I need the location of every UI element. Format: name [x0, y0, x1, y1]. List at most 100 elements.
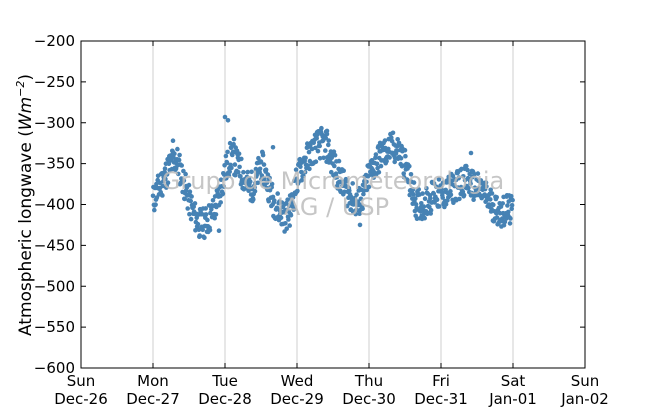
data-point	[283, 221, 288, 226]
y-axis-label-exponent: −2	[14, 81, 27, 97]
data-point	[484, 184, 489, 189]
data-point	[420, 191, 425, 196]
x-tick-label-date: Dec-30	[342, 390, 396, 408]
y-tick-label: −600	[34, 359, 75, 377]
data-point	[411, 192, 416, 197]
data-point	[187, 211, 192, 217]
y-axis-label-unit: Wm	[16, 97, 36, 130]
data-point	[461, 192, 467, 198]
data-point	[290, 200, 295, 205]
data-point	[411, 180, 417, 185]
data-point	[153, 202, 158, 207]
data-point	[256, 155, 261, 161]
data-point	[323, 148, 328, 153]
data-point	[238, 174, 243, 179]
data-point	[209, 207, 214, 212]
x-tick-label-day: Sun	[571, 372, 600, 390]
data-point	[331, 149, 337, 154]
data-point	[402, 147, 408, 153]
data-point	[216, 228, 222, 233]
data-point	[307, 166, 312, 172]
data-point	[384, 158, 389, 164]
data-point	[468, 181, 473, 186]
data-point	[248, 179, 253, 184]
data-point	[299, 169, 304, 175]
x-tick-label-date: Dec-31	[414, 390, 468, 408]
data-point	[287, 223, 293, 228]
watermark-line-1: Grupo de Micrometeorologia	[162, 167, 504, 195]
data-point	[374, 161, 380, 167]
data-point	[236, 169, 241, 175]
data-point	[222, 114, 228, 120]
data-point	[422, 215, 428, 221]
data-point	[255, 180, 261, 186]
data-point	[306, 149, 312, 155]
data-point	[210, 198, 216, 203]
data-point	[373, 152, 379, 157]
data-point	[408, 172, 414, 177]
x-tick-label-day: Wed	[281, 372, 314, 390]
data-point	[166, 161, 172, 166]
data-point	[284, 226, 290, 231]
y-tick-label: −250	[34, 73, 75, 91]
data-point	[443, 201, 449, 207]
data-point	[287, 203, 292, 209]
data-point	[465, 167, 470, 173]
data-point	[290, 195, 296, 200]
data-point	[221, 184, 226, 189]
data-point	[303, 155, 308, 161]
data-point	[176, 171, 181, 177]
data-point	[267, 175, 272, 181]
data-point	[249, 169, 254, 175]
data-point	[464, 163, 469, 169]
data-point	[218, 177, 224, 182]
data-point	[506, 209, 511, 215]
data-point	[413, 202, 419, 207]
data-point	[503, 216, 509, 221]
data-point	[162, 166, 168, 171]
data-point	[299, 178, 305, 183]
data-point	[376, 144, 381, 149]
data-point	[232, 162, 238, 167]
data-point	[252, 189, 258, 194]
x-tick-label-date: Dec-27	[126, 390, 180, 408]
data-point	[317, 156, 323, 161]
data-point	[341, 168, 347, 173]
watermark: Grupo de Micrometeorologia IAG / USP	[162, 167, 504, 221]
data-point	[226, 173, 232, 178]
data-point	[389, 135, 394, 140]
data-point	[448, 189, 453, 194]
data-point	[207, 227, 213, 233]
data-point	[293, 167, 299, 172]
data-point	[313, 145, 318, 151]
data-point	[173, 166, 179, 172]
y-tick-label: −400	[34, 196, 75, 214]
data-point	[301, 173, 306, 179]
data-point	[315, 148, 321, 154]
data-point	[285, 197, 290, 202]
data-point	[332, 152, 338, 158]
data-point	[275, 191, 281, 196]
data-point	[260, 152, 266, 158]
data-point	[170, 138, 176, 143]
data-point	[350, 181, 356, 186]
data-point	[245, 169, 250, 175]
data-point	[494, 195, 500, 200]
y-tick-label: −300	[34, 114, 75, 132]
data-point	[403, 153, 408, 159]
data-point	[203, 212, 209, 217]
data-point	[259, 173, 265, 178]
data-point	[152, 207, 157, 213]
plot-frame	[80, 40, 586, 369]
data-point	[510, 197, 515, 203]
data-point	[489, 191, 495, 196]
data-point	[172, 151, 177, 156]
data-point	[392, 159, 398, 165]
data-point	[278, 215, 284, 221]
data-point	[212, 215, 217, 221]
data-point	[258, 159, 264, 164]
data-point	[358, 196, 364, 202]
data-point	[422, 196, 428, 201]
x-tick-label-date: Dec-28	[198, 390, 252, 408]
data-point	[298, 164, 303, 169]
